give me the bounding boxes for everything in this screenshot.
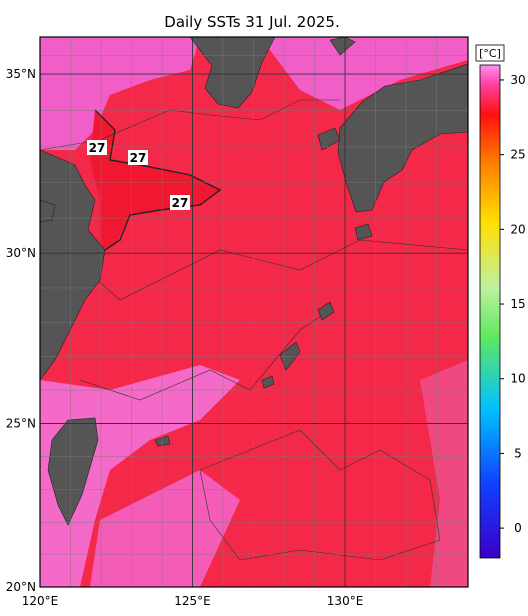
land xyxy=(354,223,373,241)
warm-patch xyxy=(90,470,240,587)
land xyxy=(40,199,56,223)
colorbar-tick-label: 0 xyxy=(514,521,522,535)
contour-label: 27 xyxy=(89,141,106,155)
colorbar-tick-label: 5 xyxy=(514,446,522,460)
map-area xyxy=(40,37,468,587)
land xyxy=(329,37,356,56)
x-tick-label: 125°E xyxy=(174,594,211,608)
contour-line xyxy=(199,429,441,561)
x-tick-label: 130°E xyxy=(327,594,364,608)
warm-patch xyxy=(420,360,468,587)
contour-label-box xyxy=(170,195,190,210)
colorbar-label: [°C] xyxy=(479,47,501,60)
contour-label-box xyxy=(87,140,107,155)
land xyxy=(47,417,99,526)
contour-label: 27 xyxy=(172,196,189,210)
colorbar-tick-label: 30 xyxy=(510,73,525,87)
land xyxy=(317,127,341,151)
colorbar-tick-label: 15 xyxy=(510,297,525,311)
colorbar-tick-label: 20 xyxy=(510,222,525,236)
chart-title: Daily SSTs 31 Jul. 2025. xyxy=(164,13,339,31)
contour-label-box xyxy=(128,150,148,165)
contour-line xyxy=(94,109,222,251)
land xyxy=(154,435,171,447)
y-tick-label: 35°N xyxy=(6,67,36,81)
colorbar-tick-label: 25 xyxy=(510,148,525,162)
contour-label: 27 xyxy=(130,151,147,165)
y-tick-label: 20°N xyxy=(6,580,36,594)
x-tick-label: 120°E xyxy=(22,594,59,608)
cool-patch xyxy=(90,110,220,250)
y-tick-label: 25°N xyxy=(6,417,36,431)
y-tick-label: 30°N xyxy=(6,246,36,260)
contour-line xyxy=(40,229,468,301)
warm-patch xyxy=(260,37,468,110)
colorbar xyxy=(479,64,501,559)
warm-patch xyxy=(40,37,200,150)
land xyxy=(337,63,468,213)
land xyxy=(317,301,335,321)
map-frame xyxy=(39,36,469,588)
colorbar-tick-label: 10 xyxy=(510,372,525,386)
contour-line xyxy=(79,309,331,401)
land xyxy=(261,375,275,389)
colorbar-label-box xyxy=(475,44,505,62)
